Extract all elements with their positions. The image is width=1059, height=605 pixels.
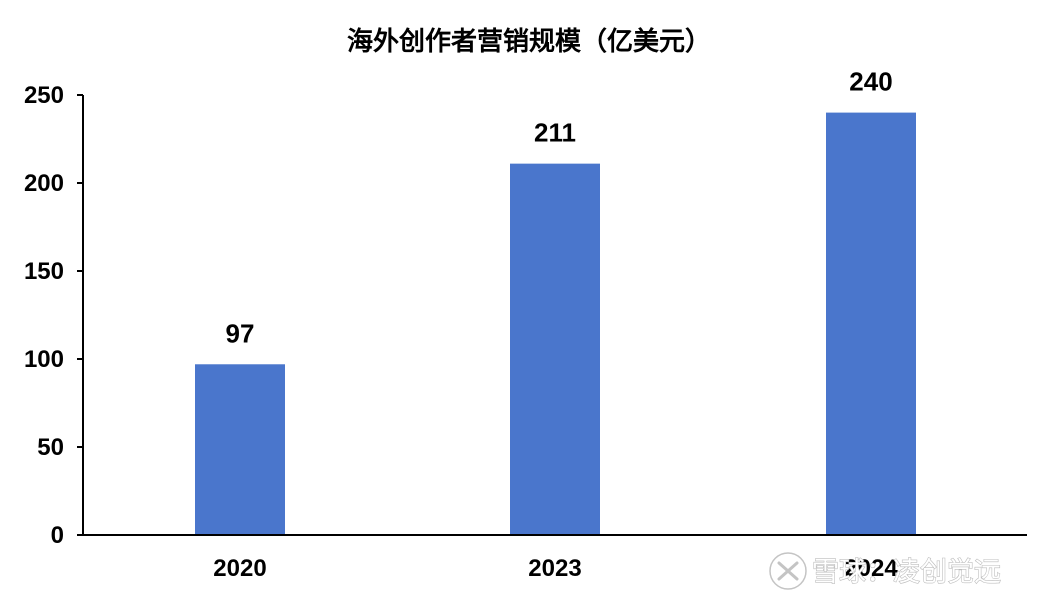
y-tick-label-250: 250 bbox=[24, 82, 64, 109]
y-tick-label-100: 100 bbox=[24, 346, 64, 373]
data-label-2023: 211 bbox=[534, 118, 576, 148]
watermark: 雪球：凌创觉远 bbox=[769, 552, 1002, 590]
data-label-2020: 97 bbox=[226, 318, 255, 348]
bar-2020 bbox=[195, 364, 285, 535]
x-tick-label-2024: 2024 bbox=[844, 555, 898, 582]
plot-area: 97 2020 211 2023 240 2024 0 50 100 150 200 250 bbox=[24, 67, 1027, 582]
bar-2023 bbox=[510, 163, 600, 535]
y-tick-label-50: 50 bbox=[37, 434, 64, 461]
y-tick-label-150: 150 bbox=[24, 258, 64, 285]
x-tick-label-2020: 2020 bbox=[213, 555, 266, 582]
x-tick-label-2023: 2023 bbox=[528, 555, 581, 582]
y-tick-label-200: 200 bbox=[24, 170, 64, 197]
xueqiu-snowball-logo-icon bbox=[769, 552, 807, 590]
chart-title: 海外创作者营销规模（亿美元） bbox=[347, 26, 711, 57]
data-label-2024: 240 bbox=[849, 67, 892, 97]
y-tick-label-0: 0 bbox=[51, 522, 64, 549]
bar-2024 bbox=[826, 112, 916, 535]
watermark-text: 雪球：凌创觉远 bbox=[812, 557, 1001, 588]
